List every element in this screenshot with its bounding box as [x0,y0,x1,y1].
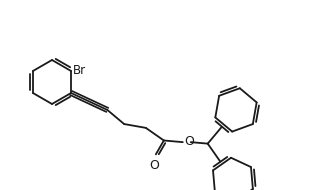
Text: O: O [184,135,194,148]
Text: O: O [149,159,159,172]
Text: Br: Br [73,63,86,77]
